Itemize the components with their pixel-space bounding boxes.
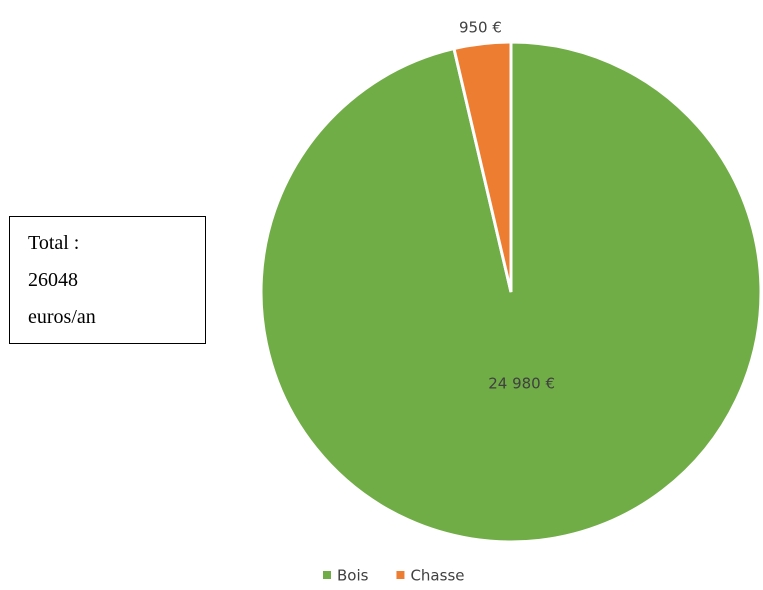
legend-label: Bois: [337, 567, 369, 585]
legend-swatch: [396, 571, 405, 579]
legend-label: Chasse: [410, 567, 464, 585]
value-label: 950 €: [459, 18, 502, 36]
annotation-box: Total : 26048 euros/an: [9, 216, 206, 344]
pie-slice: [452, 40, 513, 293]
legend-swatch: [323, 571, 331, 579]
value-label: 24 980 €: [488, 374, 555, 392]
